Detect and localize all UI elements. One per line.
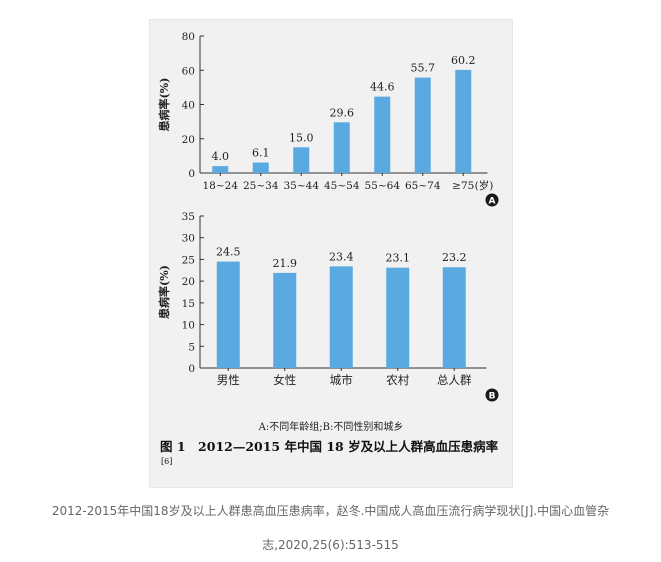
caption-title-text: 图 1 2012—2015 年中国 18 岁及以上人群高血压患病率 (160, 439, 499, 454)
chartB-y-tick-label: 35 (182, 211, 195, 223)
chartB-x-tick-label: 农村 (386, 373, 409, 387)
citation-line-1: 2012-2015年中国18岁及以上人群患高血压患病率，赵冬.中国成人高血压流行… (51, 504, 610, 518)
chartA-y-tick-label: 40 (182, 100, 195, 112)
figure-card: 0 20 40 60 80 4.0 18~24 6.1 25~34 15.0 35~44 29.6 45… (150, 20, 512, 487)
chartA-data-label: 29.6 (330, 106, 355, 119)
chartB-data-label: 24.5 (216, 246, 241, 259)
chartA-data-label: 6.1 (252, 147, 270, 160)
chartA-y-tick-label: 0 (188, 168, 195, 180)
chartA-bar (333, 122, 350, 173)
chartB-bar (386, 267, 410, 368)
chartA-x-axis-label: (岁) (475, 179, 494, 192)
chartA-x-tick-label: 65~74 (405, 180, 441, 192)
chartA-data-label: 55.7 (411, 62, 436, 75)
chartA-bar (455, 69, 472, 173)
chartA-data-label: 44.6 (370, 81, 395, 94)
chartA-bar (414, 77, 431, 173)
chartA-x-tick-label: 55~64 (364, 180, 400, 192)
chartB-data-label: 23.1 (386, 252, 411, 265)
citation-line-2: 志,2020,25(6):513-515 (262, 538, 399, 552)
chartA-x-tick-label: 35~44 (283, 180, 319, 192)
chartA-y-tick-label: 60 (182, 65, 195, 77)
figure-caption: 图 1 2012—2015 年中国 18 岁及以上人群高血压患病率 [6] (160, 438, 505, 473)
chartB-y-tick-label: 20 (182, 276, 195, 288)
charts-svg: 0 20 40 60 80 4.0 18~24 6.1 25~34 15.0 35~44 29.6 45… (157, 31, 499, 402)
caption-ref: [6] (161, 456, 173, 466)
chartA-bar (374, 96, 391, 173)
chartA-panel-label: A (489, 197, 496, 207)
chartB-data-label: 23.4 (329, 250, 354, 263)
chartB-y-tick-label: 10 (182, 320, 195, 332)
chartB-y-tick-label: 5 (188, 341, 195, 353)
chartB-x-tick-label: 城市 (330, 373, 353, 387)
chartA-x-tick-label: 25~34 (243, 180, 279, 192)
chartA-x-tick-label: 18~24 (202, 180, 238, 192)
panel-note: A:不同年龄组;B:不同性别和城乡 (258, 422, 404, 433)
chartB-x-tick-label: 男性 (217, 373, 240, 387)
chartA-data-label: 4.0 (212, 150, 230, 163)
chartB-y-tick-label: 30 (182, 233, 195, 245)
chartA-bar (252, 162, 269, 173)
chartA-x-tick-label: 45~54 (324, 180, 360, 192)
chartB-bar (273, 272, 297, 368)
chartB-y-tick-label: 15 (182, 298, 195, 310)
chartB-y-tick-label: 25 (182, 254, 195, 266)
chartB-y-tick-label: 0 (188, 363, 195, 375)
chartA-y-tick-label: 80 (182, 31, 195, 43)
chartA-data-label: 60.2 (451, 54, 476, 67)
chartA-data-label: 15.0 (289, 131, 314, 144)
chartA-bar (212, 166, 229, 173)
chartB-bar (216, 261, 240, 368)
chartB-x-tick-label: 总人群 (437, 373, 472, 387)
chartB-panel-badge (485, 388, 499, 402)
chartA-x-tick-label: ≥75 (452, 180, 474, 192)
chartB-y-axis-label: 患病率(%) (157, 265, 171, 319)
chartB-bar (329, 266, 353, 368)
chartA-y-tick-label: 20 (182, 134, 195, 146)
chartA-bar (293, 147, 310, 173)
chartB-x-tick-label: 女性 (273, 373, 296, 387)
chartB-data-label: 21.9 (273, 257, 298, 270)
citation: 2012-2015年中国18岁及以上人群患高血压患病率，赵冬.中国成人高血压流行… (0, 494, 661, 562)
chartA-panel-badge (485, 193, 499, 207)
chartB-data-label: 23.2 (442, 251, 467, 264)
chartB-bar (442, 267, 466, 368)
chartA-y-axis-label: 患病率(%) (157, 78, 171, 132)
chartB-panel-label: B (489, 392, 496, 402)
